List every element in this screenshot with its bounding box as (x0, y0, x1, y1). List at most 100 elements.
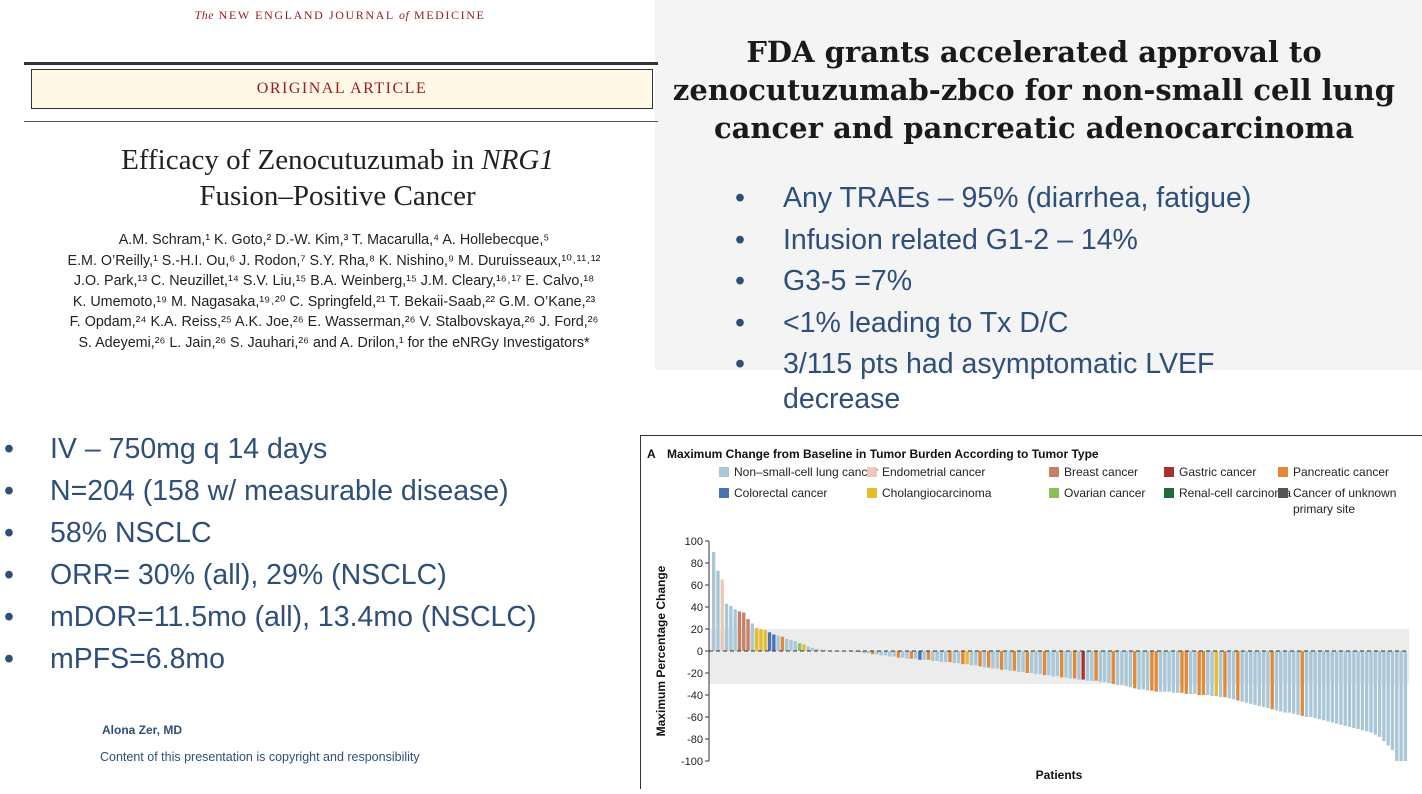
waterfall-bar (1253, 651, 1257, 705)
waterfall-bar (1390, 651, 1395, 750)
waterfall-bar (763, 630, 767, 651)
waterfall-bar (780, 636, 785, 651)
legend-label: Pancreatic cancer (1293, 465, 1389, 479)
waterfall-bar (1047, 651, 1051, 676)
waterfall-bar (999, 651, 1004, 670)
waterfall-bar (1124, 651, 1128, 687)
waterfall-bar (952, 651, 956, 664)
efficacy-bullet: IV – 750mg q 14 days (0, 432, 640, 467)
waterfall-bar (1038, 651, 1042, 675)
waterfall-bar (1240, 651, 1244, 702)
safety-bullet: 3/115 pts had asymptomatic LVEF decrease (735, 347, 1303, 417)
waterfall-bar (1300, 651, 1304, 716)
fda-approval-title: FDA grants accelerated approval to zenoc… (672, 35, 1396, 145)
waterfall-bar (785, 638, 789, 651)
safety-bullet: G3-5 =7% (735, 264, 1335, 299)
waterfall-bar (819, 649, 823, 651)
waterfall-bar (913, 651, 918, 659)
journal-prefix: The (194, 8, 215, 22)
legend-label: Gastric cancer (1179, 465, 1256, 479)
waterfall-bar (1206, 651, 1210, 695)
waterfall-bar (1257, 651, 1261, 706)
waterfall-bar (810, 647, 815, 651)
waterfall-bar (982, 651, 987, 668)
chart-panel-label: A (647, 447, 656, 461)
journal-suffix: MEDICINE (413, 8, 486, 22)
waterfall-bar (754, 627, 759, 651)
legend-swatch (719, 467, 729, 477)
waterfall-bar (853, 651, 858, 653)
waterfall-bar (1201, 651, 1206, 695)
waterfall-bar (1064, 651, 1068, 678)
copyright-note: Content of this presentation is copyrigh… (100, 750, 420, 764)
waterfall-bar (845, 651, 849, 652)
waterfall-bar (832, 651, 836, 652)
waterfall-bar (1068, 651, 1072, 679)
legend-label: Ovarian cancer (1064, 486, 1145, 500)
waterfall-bar (1171, 651, 1176, 693)
waterfall-bar (1034, 651, 1038, 675)
waterfall-bar (1051, 651, 1055, 677)
y-tick-label: 80 (691, 558, 703, 570)
y-tick-label: 0 (697, 646, 703, 658)
waterfall-bar (875, 651, 879, 655)
waterfall-bar (1231, 651, 1236, 700)
author-line: S. Adeyemi,²⁶ L. Jain,²⁶ S. Jauhari,²⁶ a… (78, 334, 590, 351)
safety-bullet: Infusion related G1-2 – 14% (735, 223, 1335, 258)
waterfall-bar (1128, 651, 1133, 688)
legend-swatch (867, 488, 877, 498)
chart-title: Maximum Change from Baseline in Tumor Bu… (667, 447, 1099, 461)
waterfall-bar (793, 641, 797, 651)
waterfall-bar (1352, 651, 1356, 728)
waterfall-bar (1029, 651, 1034, 673)
waterfall-bar (720, 579, 724, 651)
waterfall-bar (1111, 651, 1115, 684)
waterfall-bar (935, 651, 939, 661)
x-axis-label: Patients (1036, 768, 1083, 782)
waterfall-bar (956, 651, 961, 664)
waterfall-bar (896, 651, 901, 658)
waterfall-bar (1283, 651, 1287, 713)
waterfall-bar (1403, 651, 1408, 761)
waterfall-bar (1322, 651, 1326, 721)
legend-label: Colorectal cancer (734, 486, 827, 500)
waterfall-bar (1249, 651, 1253, 704)
waterfall-bar (1154, 651, 1158, 692)
efficacy-bullet: mPFS=6.8mo (0, 642, 640, 677)
journal-of: of (399, 8, 410, 22)
waterfall-bar (1244, 651, 1249, 703)
waterfall-bar (1055, 651, 1060, 677)
waterfall-bar (1309, 651, 1313, 717)
waterfall-bar (1077, 651, 1081, 680)
waterfall-bar (1266, 651, 1270, 709)
waterfall-bar (858, 651, 862, 653)
author-line: E.M. O’Reilly,¹ S.-H.I. Ou,⁶ J. Rodon,⁷ … (67, 252, 601, 269)
legend-label: Non–small-cell lung cancer (734, 465, 878, 479)
waterfall-bar (974, 651, 978, 666)
waterfall-bar (823, 649, 828, 651)
waterfall-bar (1373, 651, 1377, 735)
waterfall-bar (1102, 651, 1107, 682)
waterfall-bar (1197, 651, 1201, 695)
waterfall-bar (733, 609, 737, 651)
author-line: A.M. Schram,¹ K. Goto,² D.-W. Kim,³ T. M… (118, 232, 550, 248)
waterfall-bar (995, 651, 999, 669)
waterfall-bar (1334, 651, 1339, 724)
author-line: F. Opdam,²⁴ K.A. Reiss,²⁵ A.K. Joe,²⁶ E.… (69, 314, 599, 330)
y-tick-label: -20 (687, 668, 703, 680)
safety-bullet: Any TRAEs – 95% (diarrhea, fatigue) (735, 181, 1335, 216)
waterfall-bar (1025, 651, 1029, 673)
waterfall-bar (1021, 651, 1025, 672)
waterfall-bar (1317, 651, 1322, 720)
y-tick-label: 20 (691, 624, 703, 636)
legend-swatch (1049, 488, 1059, 498)
waterfall-bar (1167, 651, 1171, 692)
section-frame (24, 62, 658, 122)
y-axis-label: Maximum Percentage Change (654, 565, 668, 736)
waterfall-bar (1274, 651, 1279, 711)
waterfall-bar (750, 623, 755, 651)
waterfall-bar (806, 646, 810, 651)
y-tick-label: 60 (691, 580, 703, 592)
legend-label: Breast cancer (1064, 465, 1138, 479)
waterfall-bar (1330, 651, 1335, 723)
